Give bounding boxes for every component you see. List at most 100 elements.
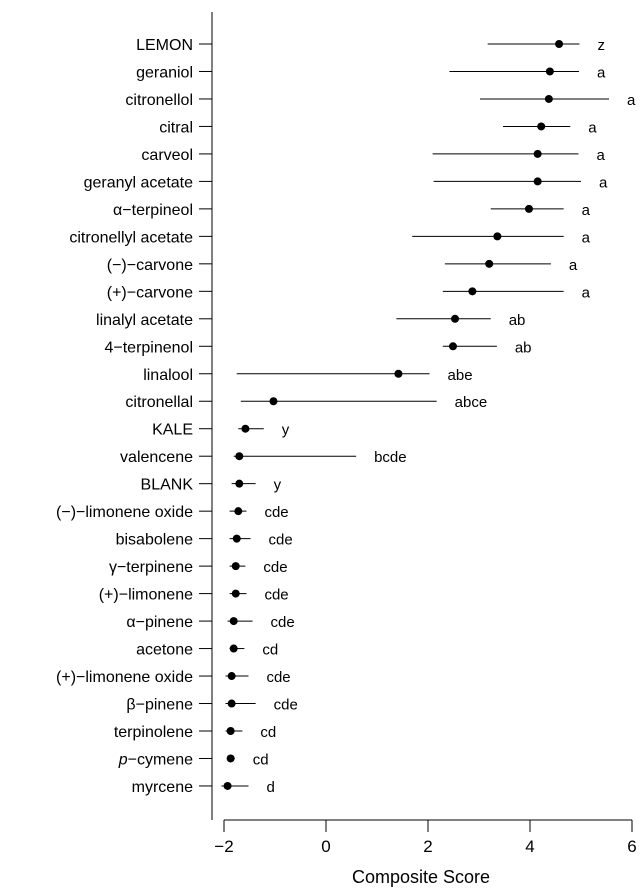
group-label: y (282, 422, 290, 439)
x-tick-label: 2 (423, 837, 432, 856)
x-tick-label: 0 (321, 837, 330, 856)
y-tick-label: β−pinene (126, 697, 193, 714)
y-tick-label: (+)−limonene oxide (56, 669, 193, 686)
data-point (226, 727, 235, 735)
group-label: a (569, 257, 578, 274)
group-label: cd (260, 724, 276, 741)
plot-area: zaaaaaaaaaabababeabceybcdeycdecdecdecdec… (221, 37, 636, 796)
data-point (231, 562, 240, 571)
data-point (269, 397, 278, 406)
data-point (545, 67, 554, 76)
group-label: ab (509, 312, 526, 329)
data-point (226, 754, 235, 763)
y-tick-label-part: linalool (143, 367, 193, 384)
data-point (533, 149, 542, 158)
y-tick-label-part: citral (159, 119, 193, 136)
group-label: cde (271, 614, 295, 631)
data-point (555, 40, 564, 48)
group-label: cde (266, 669, 290, 686)
y-tick-label: (+)−limonene (99, 587, 193, 604)
y-tick-label-part: citronellal (125, 394, 193, 411)
y-tick-label-part: BLANK (141, 477, 194, 494)
y-tick-label-part: (+)−limonene oxide (56, 669, 193, 686)
y-tick-label: citronellol (125, 92, 193, 109)
y-axis: LEMON geraniol citronellol citral carveol ger… (56, 12, 213, 820)
y-tick-label-part: γ−terpinene (109, 559, 193, 576)
data-point (229, 617, 238, 626)
group-label: cd (253, 751, 269, 768)
group-label: y (274, 477, 282, 494)
data-point (241, 424, 250, 433)
group-label: a (596, 147, 605, 164)
y-tick-label-part: −cymene (128, 751, 193, 768)
group-label: ab (515, 339, 532, 356)
y-tick-label-part: carveol (141, 147, 193, 164)
y-tick-label-part: 4−terpinenol (104, 339, 193, 356)
y-tick-label-part: α−pinene (126, 614, 193, 631)
y-tick-label: KALE (152, 422, 193, 439)
y-tick-label: citronellyl acetate (69, 229, 193, 246)
y-tick-label-part: geranyl acetate (84, 174, 194, 191)
group-label: cde (264, 504, 288, 521)
data-point (524, 204, 533, 213)
data-point (448, 342, 457, 351)
data-point (394, 369, 403, 378)
data-point (533, 177, 542, 186)
y-tick-label-part: citronellol (125, 92, 193, 109)
y-tick-label-part: geraniol (136, 64, 193, 81)
y-tick-label-part: (+)−carvone (107, 284, 193, 301)
y-tick-label-part: (−)−limonene oxide (56, 504, 193, 521)
group-label: a (582, 284, 591, 301)
x-tick-label: 6 (627, 837, 636, 856)
data-point (537, 122, 546, 131)
y-tick-label-part: LEMON (136, 37, 193, 54)
group-label: cde (269, 532, 293, 549)
data-point (234, 507, 243, 516)
y-tick-label: (+)−carvone (107, 284, 193, 301)
group-label: a (597, 64, 606, 81)
y-tick-label-part: citronellyl acetate (69, 229, 193, 246)
data-point (485, 259, 494, 268)
y-tick-label: linalool (143, 367, 193, 384)
y-tick-label-part: myrcene (132, 779, 193, 796)
group-label: bcde (374, 449, 407, 466)
data-point (231, 589, 240, 598)
x-tick-label: 4 (525, 837, 534, 856)
x-axis: −2 0 2 4 6 (214, 819, 637, 856)
data-point (229, 644, 238, 653)
group-label: a (627, 92, 636, 109)
data-point (227, 699, 236, 708)
x-tick-label: −2 (214, 837, 233, 856)
y-tick-label: carveol (141, 147, 193, 164)
y-tick-label: myrcene (132, 779, 193, 796)
y-tick-label-part: (−)−carvone (107, 257, 193, 274)
y-tick-label-part: acetone (136, 642, 193, 659)
y-tick-label-part: terpinolene (114, 724, 193, 741)
y-tick-label-part: (+)−limonene (99, 587, 193, 604)
y-tick-label: (−)−carvone (107, 257, 193, 274)
group-label: a (599, 174, 608, 191)
y-tick-label: citronellal (125, 394, 193, 411)
y-tick-label: BLANK (141, 477, 194, 494)
y-tick-label: α−terpineol (113, 202, 193, 219)
y-tick-label: 4−terpinenol (104, 339, 193, 356)
data-point (544, 94, 553, 103)
y-tick-label-part: α−terpineol (113, 202, 193, 219)
y-tick-label-part: β−pinene (126, 697, 193, 714)
data-point (493, 232, 502, 241)
group-label: a (582, 202, 591, 219)
data-point (235, 479, 244, 488)
data-point (227, 672, 236, 681)
y-tick-label-part: p (118, 751, 128, 768)
group-label: cde (264, 587, 288, 604)
data-point (451, 314, 460, 323)
group-label: a (582, 229, 591, 246)
y-tick-label-part: bisabolene (116, 532, 194, 549)
data-point (232, 534, 241, 543)
data-point (223, 781, 232, 790)
y-tick-label: γ−terpinene (109, 559, 193, 576)
group-label: cde (263, 559, 287, 576)
group-label: abce (455, 394, 488, 411)
y-tick-label: citral (159, 119, 193, 136)
